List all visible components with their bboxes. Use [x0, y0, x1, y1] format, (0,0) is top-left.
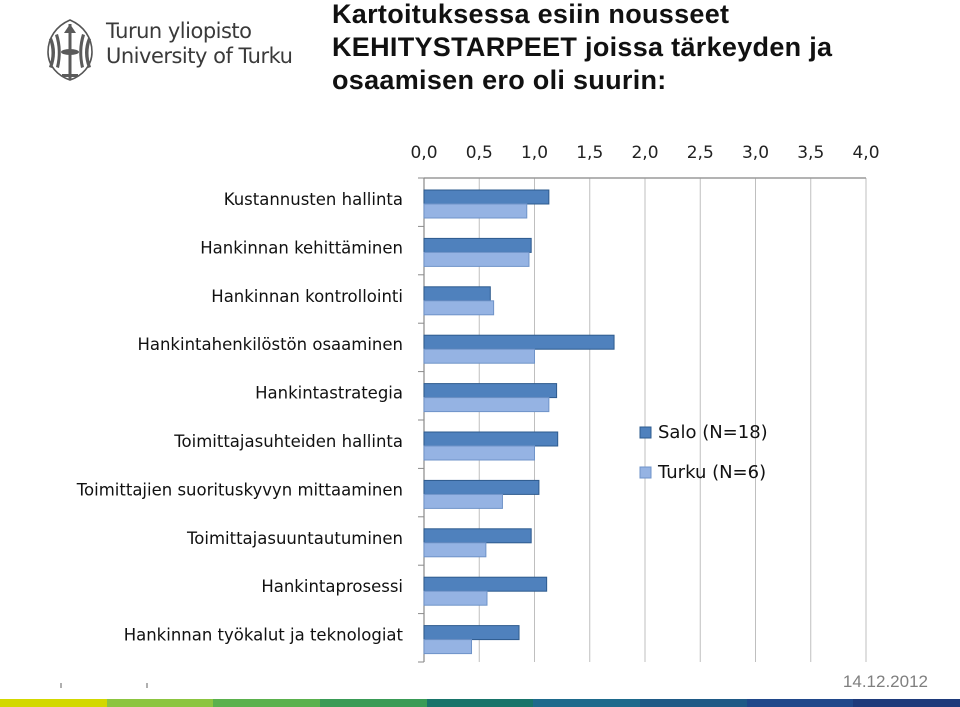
logo-line-2: University of Turku [106, 44, 293, 68]
bar-salo [423, 189, 550, 205]
footer-stripe-segment [106, 699, 214, 707]
bar-turku [423, 251, 530, 267]
x-tick-label: 2,5 [687, 143, 714, 163]
x-tick-label: 3,5 [797, 143, 824, 163]
x-tick-label: 2,0 [631, 143, 658, 163]
category-label: Hankinnan kehittäminen [200, 238, 403, 257]
x-tick-label: 3,0 [742, 143, 769, 163]
category-label: Kustannusten hallinta [224, 190, 403, 209]
footer-stripe-segment [746, 699, 854, 707]
slide-title-line-1: Kartoituksessa esiin nousseet [332, 0, 730, 29]
legend-label: Turku (N=6) [657, 462, 766, 483]
category-label: Hankinnan kontrollointi [211, 287, 403, 306]
bar-salo [423, 383, 558, 399]
university-seal-icon [47, 19, 93, 81]
bar-salo [423, 334, 615, 350]
bar-turku [423, 300, 495, 316]
bar-salo [423, 286, 491, 302]
category-label: Hankintahenkilöstön osaaminen [137, 335, 403, 354]
university-logo: Turun yliopisto University of Turku [38, 16, 293, 86]
footer-stripe-segment [640, 699, 747, 707]
logo-line-1: Turun yliopisto [106, 19, 252, 43]
category-label: Hankinnan työkalut ja teknologiat [124, 626, 404, 645]
footer-tick-mark [60, 683, 62, 688]
x-tick-label: 1,0 [521, 143, 548, 163]
slide-date: 14.12.2012 [842, 672, 928, 691]
bar-salo [423, 431, 559, 447]
footer-tick-mark [146, 683, 148, 688]
footer-stripe-segment [320, 699, 427, 707]
legend-swatch [639, 466, 652, 479]
bar-turku [423, 348, 535, 364]
bar-turku [423, 590, 488, 606]
x-tick-label: 4,0 [852, 143, 879, 163]
bar-salo [423, 576, 548, 592]
bar-salo [423, 528, 532, 544]
category-label: Toimittajasuuntautuminen [186, 529, 403, 548]
x-tick-label: 0,5 [466, 143, 493, 163]
bar-chart: 0,0 0,5 1,0 1,5 2,0 2,5 3,0 3,5 4,0 Kustannusten … [76, 143, 880, 663]
legend-swatch [639, 426, 652, 439]
footer-color-stripe [0, 699, 960, 707]
bar-turku [423, 493, 503, 509]
footer-stripe-segment [0, 699, 107, 707]
slide-title-line-2: KEHITYSTARPEET joissa tärkeyden ja [332, 32, 833, 62]
footer-stripe-segment [533, 699, 641, 707]
logo-text: Turun yliopisto University of Turku [106, 19, 293, 69]
x-tick-label: 0,0 [410, 143, 437, 163]
x-tick-label: 1,5 [576, 143, 603, 163]
slide-title-line-3: osaamisen ero oli suurin: [332, 65, 667, 95]
slide-title: Kartoituksessa esiin nousseet KEHITYSTAR… [332, 0, 952, 97]
category-label: Toimittajien suorituskyvyn mittaaminen [76, 480, 403, 499]
legend-label: Salo (N=18) [658, 422, 768, 443]
category-label: Hankintastrategia [255, 384, 403, 403]
bar-turku [423, 639, 473, 655]
bar-turku [423, 542, 487, 558]
footer-stripe-segment [426, 699, 534, 707]
bar-turku [423, 445, 535, 461]
category-label: Hankintaprosessi [261, 577, 403, 596]
bar-salo [423, 237, 532, 253]
footer-stripe-segment [213, 699, 321, 707]
bar-turku [423, 203, 528, 219]
bar-salo [423, 625, 520, 641]
bar-turku [423, 397, 550, 413]
category-label: Toimittajasuhteiden hallinta [173, 432, 403, 451]
bar-salo [423, 479, 540, 495]
footer-stripe-segment [853, 699, 960, 707]
